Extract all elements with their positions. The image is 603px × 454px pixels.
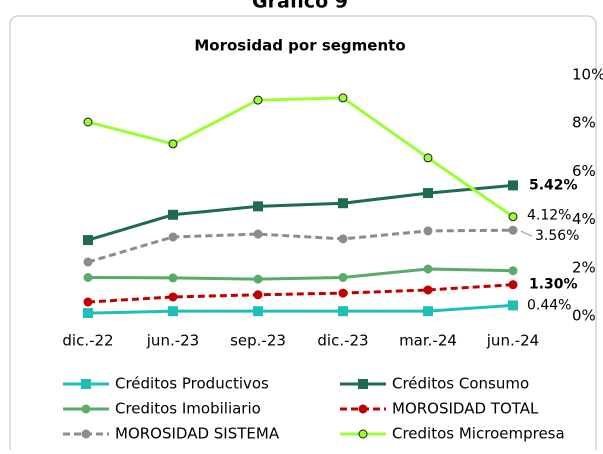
data-point — [253, 201, 263, 212]
data-point — [423, 285, 433, 295]
x-tick-label: sep.-23 — [230, 332, 286, 350]
data-label: 3.56% — [535, 228, 579, 244]
y-tick-label: 2% — [572, 258, 596, 276]
data-point — [168, 292, 178, 302]
legend-marker — [81, 404, 91, 414]
legend-label: Créditos Productivos — [115, 375, 269, 393]
data-point — [168, 306, 178, 317]
data-point — [508, 225, 518, 235]
data-point — [423, 153, 433, 163]
data-label: 0.44% — [527, 297, 571, 313]
legend-label: Créditos Consumo — [392, 375, 529, 393]
data-point — [338, 93, 348, 103]
data-point — [338, 234, 348, 244]
data-point — [83, 272, 93, 282]
data-point — [423, 226, 433, 236]
y-tick-label: 10% — [572, 66, 603, 84]
data-point — [83, 235, 93, 246]
x-tick-label: jun.-23 — [146, 332, 199, 350]
series-line — [87, 96, 514, 218]
chart-border — [9, 15, 597, 454]
legend-marker — [81, 429, 91, 439]
data-point — [253, 290, 263, 300]
data-point — [253, 306, 263, 317]
series-line — [87, 303, 514, 315]
x-tick-label: dic.-22 — [62, 332, 113, 350]
chart-title: Morosidad por segmento — [194, 37, 405, 55]
data-point — [83, 257, 93, 267]
data-label: 4.12% — [527, 208, 571, 224]
heading: Gráfico 9 — [252, 0, 348, 13]
label-leader — [520, 230, 533, 237]
data-point — [253, 274, 263, 284]
data-point — [508, 280, 518, 290]
data-point — [168, 232, 178, 242]
data-point — [338, 288, 348, 298]
data-point — [508, 266, 518, 276]
y-tick-label: 6% — [572, 162, 596, 180]
series-line — [87, 228, 514, 264]
y-tick-label: 8% — [572, 114, 596, 132]
legend-marker — [358, 379, 368, 389]
data-point — [253, 95, 263, 105]
x-tick-label: mar.-24 — [399, 332, 457, 350]
legend-label: Creditos Microempresa — [392, 425, 565, 443]
data-point — [168, 209, 178, 220]
legend-label: MOROSIDAD TOTAL — [392, 400, 539, 418]
legend-marker — [81, 379, 91, 389]
legend-marker — [358, 429, 368, 439]
data-point — [508, 212, 518, 222]
x-tick-label: jun.-24 — [486, 332, 539, 350]
y-tick-label: 4% — [572, 210, 596, 228]
data-label: 5.42% — [529, 177, 578, 193]
series-line — [87, 283, 514, 304]
data-point — [83, 308, 93, 319]
data-point — [338, 306, 348, 317]
data-point — [423, 306, 433, 317]
data-point — [83, 297, 93, 307]
data-point — [338, 198, 348, 209]
data-point — [168, 273, 178, 283]
series-line — [87, 267, 514, 281]
data-label: 1.30% — [529, 277, 578, 293]
x-tick-label: dic.-23 — [317, 332, 368, 350]
data-point — [168, 139, 178, 149]
series-line — [87, 183, 514, 242]
data-point — [508, 180, 518, 191]
data-point — [423, 188, 433, 199]
data-point — [253, 229, 263, 239]
data-point — [83, 117, 93, 127]
legend-marker — [358, 404, 368, 414]
data-point — [508, 300, 518, 311]
legend-label: Creditos Imobiliario — [115, 400, 261, 418]
data-point — [338, 272, 348, 282]
data-point — [423, 264, 433, 274]
legend-label: MOROSIDAD SISTEMA — [115, 425, 280, 443]
y-tick-label: 0% — [572, 307, 596, 325]
